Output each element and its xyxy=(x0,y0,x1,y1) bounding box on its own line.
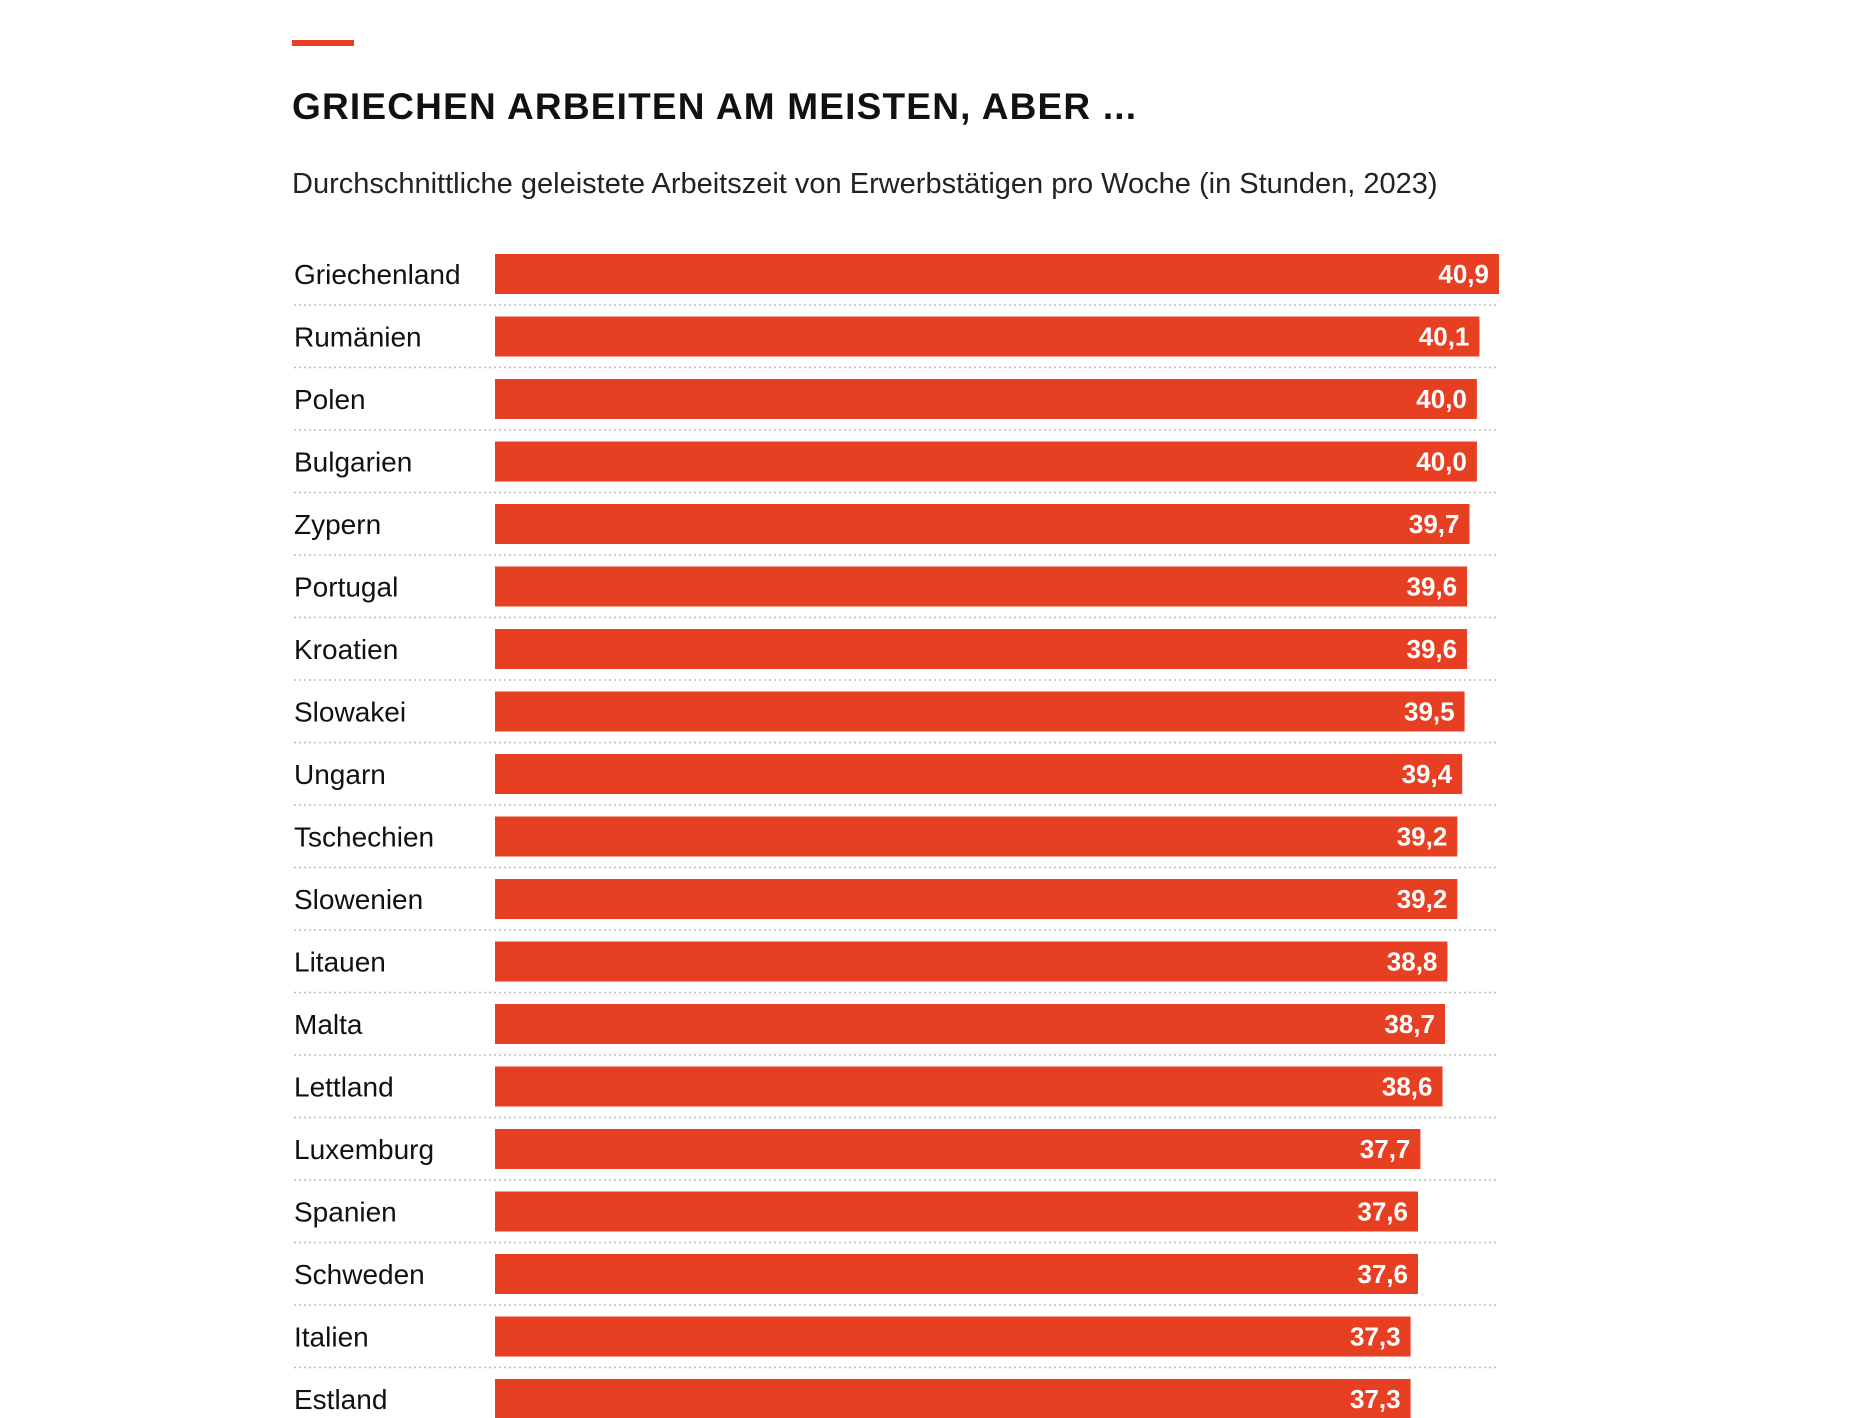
country-label: Zypern xyxy=(294,509,381,540)
country-label: Tschechien xyxy=(294,822,434,853)
value-label: 37,6 xyxy=(1357,1197,1408,1227)
country-label: Griechenland xyxy=(294,259,461,290)
country-label: Schweden xyxy=(294,1259,425,1290)
value-label: 37,3 xyxy=(1350,1322,1401,1352)
value-label: 39,5 xyxy=(1404,697,1455,727)
value-label: 39,7 xyxy=(1409,509,1460,539)
bar xyxy=(495,1129,1421,1169)
bar xyxy=(495,691,1465,732)
value-label: 39,2 xyxy=(1397,822,1448,852)
bar xyxy=(495,879,1458,919)
country-label: Slowakei xyxy=(294,697,406,728)
value-label: 39,2 xyxy=(1397,884,1448,914)
country-label: Portugal xyxy=(294,572,398,603)
country-label: Rumänien xyxy=(294,322,422,353)
country-label: Polen xyxy=(294,384,366,415)
value-label: 40,1 xyxy=(1419,322,1470,352)
bar xyxy=(495,754,1463,794)
country-label: Luxemburg xyxy=(294,1134,434,1165)
bar xyxy=(495,504,1470,544)
country-label: Spanien xyxy=(294,1197,397,1228)
value-label: 37,6 xyxy=(1357,1259,1408,1289)
accent-line xyxy=(292,40,354,46)
country-label: Italien xyxy=(294,1322,369,1353)
country-label: Lettland xyxy=(294,1072,394,1103)
value-label: 39,4 xyxy=(1402,759,1453,789)
value-label: 38,6 xyxy=(1382,1072,1433,1102)
bar xyxy=(495,316,1480,357)
value-label: 38,8 xyxy=(1387,947,1438,977)
country-label: Malta xyxy=(294,1009,363,1040)
country-label: Slowenien xyxy=(294,884,423,915)
value-label: 40,0 xyxy=(1416,447,1467,477)
bar xyxy=(495,379,1477,419)
bar xyxy=(495,1379,1411,1418)
country-label: Bulgarien xyxy=(294,447,412,478)
country-label: Litauen xyxy=(294,947,386,978)
value-label: 40,9 xyxy=(1438,259,1489,289)
bar xyxy=(495,1316,1411,1357)
country-label: Ungarn xyxy=(294,759,386,790)
value-label: 39,6 xyxy=(1406,572,1457,602)
bar xyxy=(495,1191,1418,1232)
value-label: 39,6 xyxy=(1406,634,1457,664)
bar xyxy=(495,254,1499,294)
bar xyxy=(495,629,1468,669)
country-label: Kroatien xyxy=(294,634,398,665)
bar xyxy=(495,1066,1443,1107)
bar xyxy=(495,566,1468,607)
value-label: 38,7 xyxy=(1384,1009,1435,1039)
chart-title: GRIECHEN ARBEITEN AM MEISTEN, ABER ... xyxy=(292,86,1138,127)
bar xyxy=(495,1254,1418,1294)
value-label: 37,3 xyxy=(1350,1384,1401,1414)
bar xyxy=(495,941,1448,982)
bar xyxy=(495,816,1458,857)
value-label: 37,7 xyxy=(1360,1134,1411,1164)
bar xyxy=(495,441,1477,482)
value-label: 40,0 xyxy=(1416,384,1467,414)
country-label: Estland xyxy=(294,1384,387,1415)
chart-subtitle: Durchschnittliche geleistete Arbeitszeit… xyxy=(292,168,1438,200)
bar xyxy=(495,1004,1445,1044)
